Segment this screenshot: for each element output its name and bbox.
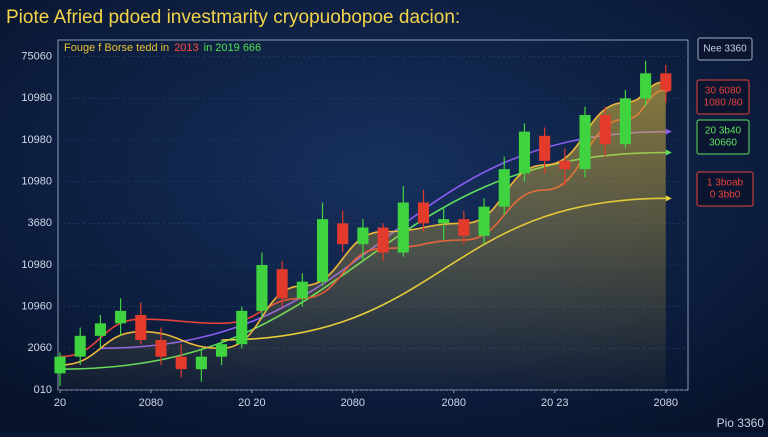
candle-body <box>236 310 248 345</box>
y-tick-label: 10980 <box>21 134 52 146</box>
legend-text: in 2019 666 <box>204 42 262 54</box>
candle-body <box>518 131 530 174</box>
legend-text: 2013 <box>174 42 198 54</box>
legend: Fouge f Borse tedd in 2013 in 2019 666 <box>64 42 261 54</box>
candle-body <box>115 310 127 324</box>
candle-body <box>296 281 308 299</box>
candle-body <box>337 223 349 245</box>
arrow-head <box>665 195 672 202</box>
x-tick-label: 2080 <box>341 397 365 409</box>
candle-body <box>155 340 167 357</box>
candle-body <box>478 206 490 236</box>
annotation-text: 0 3bb0 <box>710 190 741 201</box>
x-tick-label: 20 <box>54 397 66 409</box>
annotation-text: 1080 /80 <box>704 98 743 109</box>
y-tick-label: 10960 <box>21 301 52 313</box>
candle-body <box>195 356 207 370</box>
annotation-text: 30 6080 <box>705 86 742 97</box>
annotation-box <box>696 119 750 155</box>
area <box>60 81 666 391</box>
candle-body <box>458 219 470 236</box>
candle-body <box>660 73 672 90</box>
candle-body <box>438 219 450 224</box>
annotation-box <box>696 79 750 115</box>
y-tick-label: 010 <box>34 384 52 396</box>
candle-body <box>74 335 86 357</box>
annotation-box <box>697 37 753 61</box>
y-tick-label: 10980 <box>21 176 52 188</box>
candle-body <box>377 227 389 253</box>
candle-body <box>397 202 409 253</box>
y-tick-label: 10980 <box>21 259 52 271</box>
x-tick-label: 2080 <box>654 397 678 409</box>
candle-body <box>276 269 288 299</box>
candle-body <box>417 202 430 224</box>
y-tick-label: 2060 <box>28 342 52 354</box>
candle-body <box>256 265 268 311</box>
chart-title: Piote Afried pdoed investmarity cryopuob… <box>6 7 460 28</box>
y-tick-label: 10980 <box>21 92 52 104</box>
y-tick-label: 3680 <box>28 217 52 229</box>
annotation-box <box>696 171 754 207</box>
candle-body <box>216 344 228 357</box>
candle-body <box>498 169 510 207</box>
plot: 010 2060 10960 10980 3680 10980 10980 10980 7506… <box>21 51 688 409</box>
annotation-text: Nee 3360 <box>703 44 747 55</box>
x-tick-label: 20 23 <box>541 397 569 409</box>
candle-body <box>539 135 551 161</box>
legend-text: Fouge f Borse tedd in <box>64 42 169 54</box>
candle-body <box>357 227 369 245</box>
candle-body <box>175 356 187 370</box>
annotation-text: 20 3b40 <box>705 126 742 137</box>
candle-body <box>640 73 652 99</box>
candle-body <box>54 356 66 374</box>
candle-body <box>135 315 147 340</box>
candle-body <box>559 160 571 170</box>
y-tick-label: 75060 <box>21 51 52 63</box>
candle-body <box>579 115 591 170</box>
x-tick-label: 20 20 <box>238 397 266 409</box>
candle-body <box>599 115 611 145</box>
candle-body <box>619 98 631 145</box>
annotation-text: 30660 <box>709 138 737 149</box>
candle-body <box>94 323 106 336</box>
annotation-text: 1 3boab <box>707 178 744 189</box>
candle-body <box>316 219 329 282</box>
arrow-head <box>665 149 672 156</box>
x-tick-label: 2080 <box>139 397 163 409</box>
x-tick-label: 2080 <box>442 397 466 409</box>
footer: Pio 3360 <box>717 416 765 430</box>
arrow-head <box>665 128 672 135</box>
